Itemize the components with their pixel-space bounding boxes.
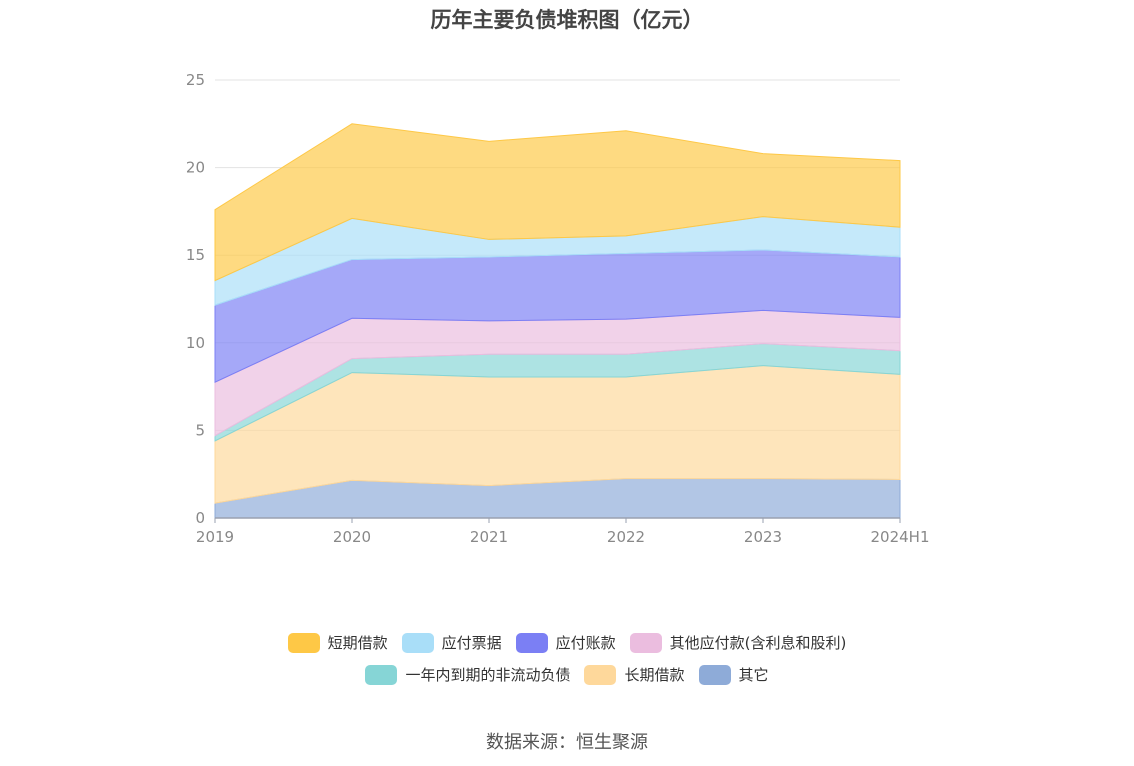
legend-swatch bbox=[287, 632, 320, 653]
legend-item-other-payables[interactable]: 其他应付款(含利息和股利) bbox=[629, 632, 847, 653]
legend-item-accounts-payable[interactable]: 应付账款 bbox=[515, 632, 616, 653]
x-tick-label: 2024H1 bbox=[871, 528, 930, 546]
area-series-layer bbox=[214, 123, 901, 519]
axes: 0 5 10 15 20 25 2019 2020 2021 2022 2023 2024H1 bbox=[186, 71, 930, 546]
legend-item-short-term-loans[interactable]: 短期借款 bbox=[287, 632, 388, 653]
legend-label: 其它 bbox=[738, 666, 769, 684]
legend-swatch bbox=[515, 632, 548, 653]
y-tick-label: 25 bbox=[186, 71, 205, 89]
y-tick-label: 5 bbox=[195, 421, 205, 439]
data-source: 数据来源：恒生聚源 bbox=[486, 732, 648, 753]
legend-item-other[interactable]: 其它 bbox=[698, 664, 769, 685]
legend-item-long-term-loans[interactable]: 长期借款 bbox=[584, 664, 685, 685]
legend-label: 长期借款 bbox=[624, 666, 685, 684]
legend-swatch bbox=[629, 632, 662, 653]
legend-swatch bbox=[365, 664, 398, 685]
legend-row-1: 短期借款 应付票据 应付账款 其他应付款(含利息和股利) bbox=[0, 632, 1134, 653]
legend-label: 短期借款 bbox=[327, 634, 388, 652]
y-tick-label: 20 bbox=[186, 159, 205, 177]
legend-item-notes-payable[interactable]: 应付票据 bbox=[401, 632, 502, 653]
legend-label: 应付账款 bbox=[555, 634, 616, 652]
stacked-area-chart: 0 5 10 15 20 25 2019 2020 2021 2022 2023 2024H1 bbox=[186, 71, 930, 546]
x-tick-label: 2019 bbox=[196, 528, 234, 546]
legend-label: 一年内到期的非流动负债 bbox=[405, 666, 571, 684]
y-tick-label: 10 bbox=[186, 334, 205, 352]
chart-title: 历年主要负债堆积图（亿元） bbox=[430, 8, 704, 32]
x-tick-label: 2022 bbox=[607, 528, 645, 546]
legend-row-2: 一年内到期的非流动负债 长期借款 其它 bbox=[0, 664, 1134, 685]
legend-swatch bbox=[698, 664, 731, 685]
y-tick-label: 15 bbox=[186, 246, 205, 264]
legend-item-current-portion-noncurrent[interactable]: 一年内到期的非流动负债 bbox=[365, 664, 570, 685]
legend-label: 应付票据 bbox=[441, 634, 502, 652]
legend-swatch bbox=[584, 664, 617, 685]
y-tick-label: 0 bbox=[195, 509, 205, 527]
area-series[interactable] bbox=[214, 123, 901, 282]
legend-label: 其他应付款(含利息和股利) bbox=[669, 634, 847, 652]
x-tick-label: 2021 bbox=[470, 528, 508, 546]
x-tick-label: 2020 bbox=[333, 528, 371, 546]
x-tick-label: 2023 bbox=[744, 528, 782, 546]
legend-swatch bbox=[401, 632, 434, 653]
